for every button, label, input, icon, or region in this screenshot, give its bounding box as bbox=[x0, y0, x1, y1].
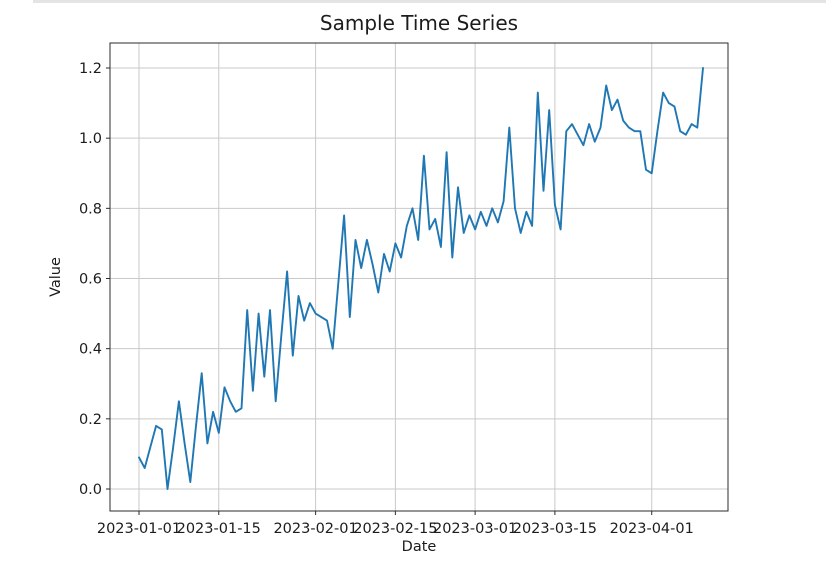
axes-frame bbox=[109, 42, 729, 512]
x-tick-label: 2023-04-01 bbox=[610, 521, 694, 537]
window-top-border bbox=[33, 0, 826, 3]
y-tick-label: 0.4 bbox=[79, 342, 102, 358]
x-axis-label: Date bbox=[401, 539, 437, 555]
y-tick-label: 0.6 bbox=[79, 272, 102, 288]
y-tick-label: 0.8 bbox=[79, 201, 102, 217]
x-tick-label: 2023-03-01 bbox=[433, 521, 517, 537]
y-tick-label: 0.2 bbox=[79, 412, 102, 428]
chart-title: Sample Time Series bbox=[319, 11, 519, 35]
x-tick-label: 2023-03-15 bbox=[513, 521, 597, 537]
x-tick-label: 2023-02-01 bbox=[273, 521, 357, 537]
x-tick-label: 2023-02-15 bbox=[353, 521, 437, 537]
y-tick-label: 0.0 bbox=[79, 482, 102, 498]
y-tick-label: 1.0 bbox=[79, 131, 102, 147]
x-tick-label: 2023-01-01 bbox=[97, 521, 181, 537]
y-tick-label: 1.2 bbox=[79, 61, 102, 77]
series-line bbox=[138, 67, 704, 490]
x-tick-label: 2023-01-15 bbox=[177, 521, 261, 537]
